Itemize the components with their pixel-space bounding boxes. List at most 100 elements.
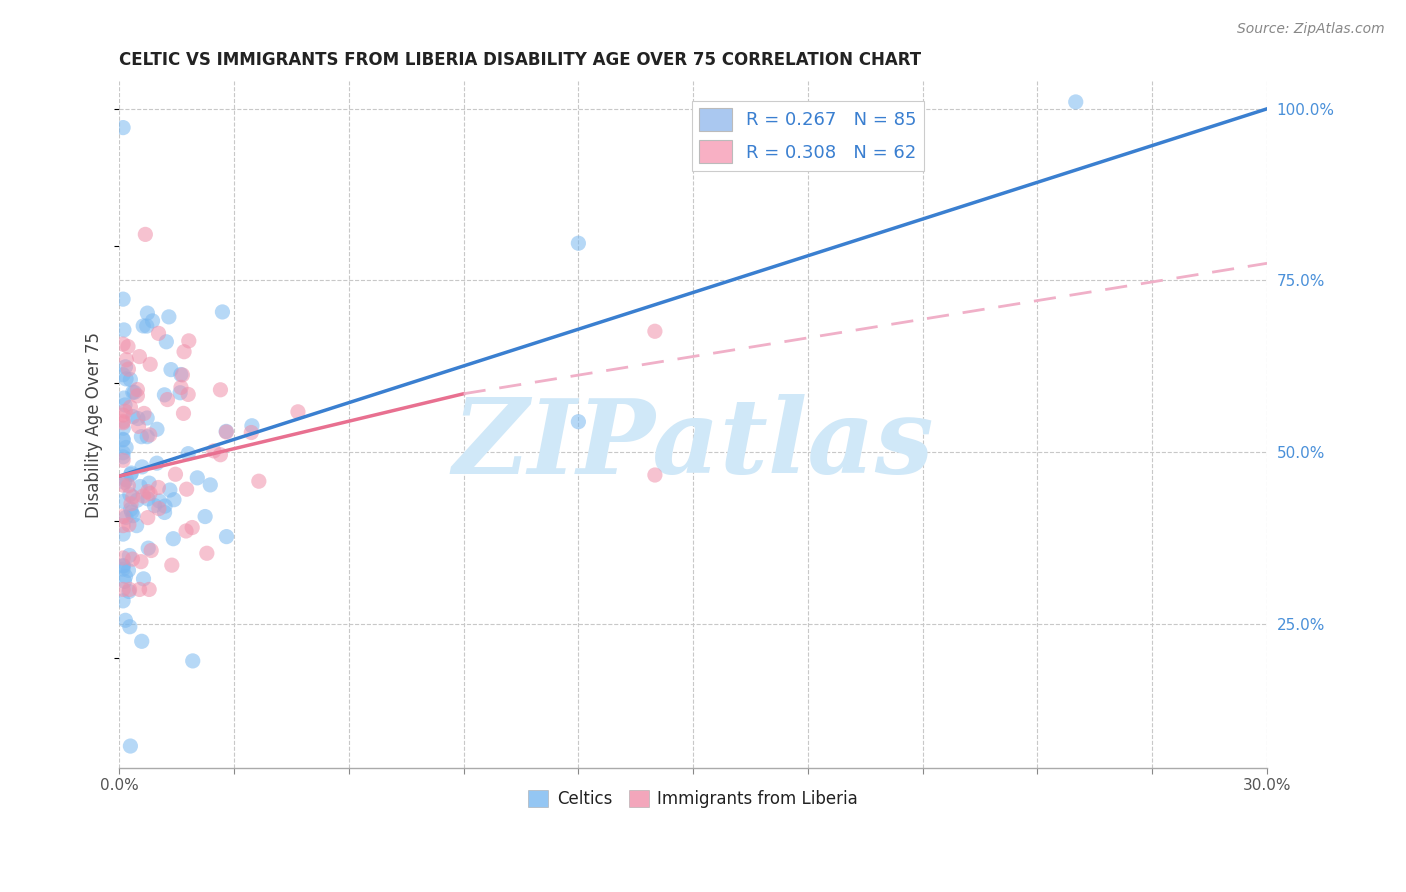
Point <box>181 654 204 668</box>
Point <box>200 478 222 492</box>
Point <box>118 549 141 563</box>
Point <box>114 359 136 374</box>
Point <box>120 372 142 386</box>
Point <box>112 551 135 566</box>
Point <box>132 572 155 586</box>
Point <box>146 422 169 436</box>
Point <box>129 555 152 569</box>
Point <box>120 502 142 516</box>
Point <box>240 425 263 440</box>
Point <box>115 352 138 367</box>
Point <box>160 558 183 573</box>
Point <box>124 385 146 400</box>
Point <box>132 406 155 420</box>
Point <box>112 408 135 422</box>
Point <box>155 334 177 349</box>
Point <box>114 475 136 490</box>
Point <box>112 509 135 524</box>
Point <box>121 490 143 504</box>
Y-axis label: Disability Age Over 75: Disability Age Over 75 <box>86 332 103 517</box>
Point <box>112 518 135 533</box>
Point <box>112 582 135 597</box>
Point <box>115 372 138 386</box>
Text: CELTIC VS IMMIGRANTS FROM LIBERIA DISABILITY AGE OVER 75 CORRELATION CHART: CELTIC VS IMMIGRANTS FROM LIBERIA DISABI… <box>120 51 921 69</box>
Point <box>159 483 181 497</box>
Point <box>118 582 141 597</box>
Point <box>148 501 170 516</box>
Point <box>114 398 136 412</box>
Point <box>139 428 162 442</box>
Point <box>136 510 159 524</box>
Point <box>181 520 204 534</box>
Point <box>114 574 136 589</box>
Point <box>112 453 135 467</box>
Point <box>118 517 141 532</box>
Point <box>209 383 232 397</box>
Point <box>129 479 152 493</box>
Point <box>215 425 238 439</box>
Point <box>115 441 138 455</box>
Point <box>112 323 135 337</box>
Point <box>146 456 169 470</box>
Point <box>186 471 208 485</box>
Point <box>174 524 197 538</box>
Point <box>112 562 135 576</box>
Point <box>131 430 153 444</box>
Point <box>1064 95 1087 109</box>
Point <box>172 368 194 382</box>
Point <box>141 314 163 328</box>
Point <box>112 368 135 382</box>
Legend: Celtics, Immigrants from Liberia: Celtics, Immigrants from Liberia <box>522 783 865 814</box>
Point <box>141 543 163 558</box>
Point <box>125 518 148 533</box>
Point <box>287 405 309 419</box>
Point <box>121 505 143 519</box>
Point <box>121 552 143 566</box>
Point <box>209 448 232 462</box>
Point <box>128 419 150 434</box>
Point <box>120 739 142 753</box>
Point <box>125 493 148 508</box>
Point <box>160 362 183 376</box>
Point <box>112 292 135 306</box>
Point <box>240 418 263 433</box>
Point <box>112 433 135 447</box>
Point <box>112 391 135 405</box>
Point <box>136 430 159 444</box>
Point <box>112 478 135 492</box>
Point <box>148 494 170 508</box>
Point <box>138 476 160 491</box>
Text: Source: ZipAtlas.com: Source: ZipAtlas.com <box>1237 22 1385 37</box>
Point <box>112 446 135 460</box>
Point <box>117 478 139 492</box>
Point <box>194 509 217 524</box>
Point <box>131 634 153 648</box>
Point <box>176 482 198 496</box>
Point <box>121 385 143 400</box>
Point <box>120 467 142 482</box>
Point <box>177 447 200 461</box>
Point <box>127 383 149 397</box>
Point <box>114 569 136 583</box>
Point <box>644 324 666 338</box>
Point <box>143 499 166 513</box>
Point <box>211 305 233 319</box>
Point <box>120 400 142 414</box>
Point <box>117 563 139 577</box>
Point <box>120 466 142 480</box>
Point <box>122 508 145 523</box>
Point <box>118 620 141 634</box>
Point <box>118 487 141 501</box>
Point <box>195 546 218 560</box>
Point <box>170 368 193 382</box>
Point <box>112 414 135 428</box>
Point <box>112 558 135 573</box>
Point <box>128 350 150 364</box>
Point <box>139 357 162 371</box>
Point <box>127 389 149 403</box>
Point <box>247 474 270 488</box>
Point <box>115 473 138 487</box>
Point <box>153 506 176 520</box>
Point <box>148 481 170 495</box>
Point <box>172 406 194 420</box>
